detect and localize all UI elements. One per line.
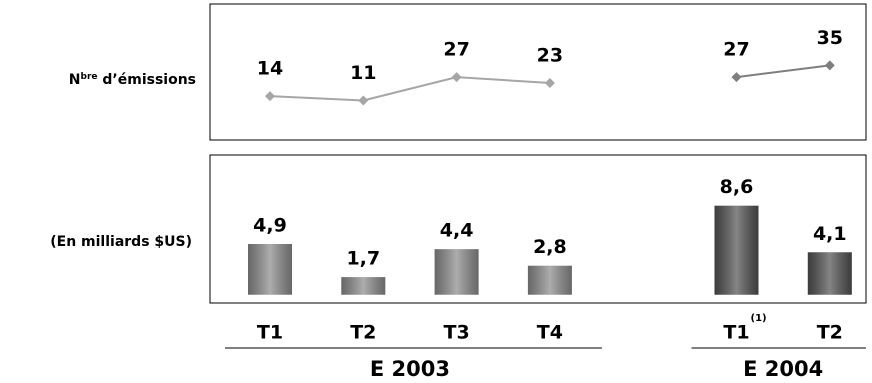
data-label: 4,4 [440,220,474,242]
x-tick-label: T4 [537,322,563,344]
y-axis-label: Nbre d’émissions [69,72,196,89]
bar-shine [248,244,292,295]
group-label: E 2004 [743,357,823,381]
data-label: 11 [350,62,376,84]
line [269,76,550,102]
data-label: 4,9 [253,215,287,237]
bar-panel [209,154,867,304]
data-label: 23 [537,44,563,66]
label-part: N [69,72,81,88]
line-panel [209,3,867,141]
point [265,91,275,102]
data-label: 4,1 [813,223,847,245]
point [731,72,742,83]
label-superscript: bre [81,72,98,82]
bar-shine [714,205,759,295]
data-label: 2,8 [533,236,567,258]
x-tick-label: T2 [817,322,843,344]
data-label: 1,7 [346,248,380,270]
data-label: 8,6 [720,176,754,198]
x-tick-label: T1 [257,322,283,344]
bar-shine [807,252,852,295]
point [358,95,369,106]
footnote-mark: (1) [751,313,767,324]
data-label: 35 [817,27,843,49]
data-label: 27 [723,39,749,61]
y-axis-label: (En milliards $US) [50,234,192,250]
point [544,77,555,88]
x-tick-label: T2 [350,322,376,344]
label-part: d’émissions [98,72,196,88]
group-label: E 2003 [370,357,450,381]
point [824,60,835,71]
bar-shine [527,265,572,295]
point [451,72,462,83]
data-label: 14 [257,58,283,80]
data-label: 27 [443,39,469,61]
bar-shine [434,249,479,295]
x-tick-label: T1 [723,322,749,344]
bar-shine [341,277,386,295]
x-tick-label: T3 [444,322,470,344]
line [736,64,830,79]
